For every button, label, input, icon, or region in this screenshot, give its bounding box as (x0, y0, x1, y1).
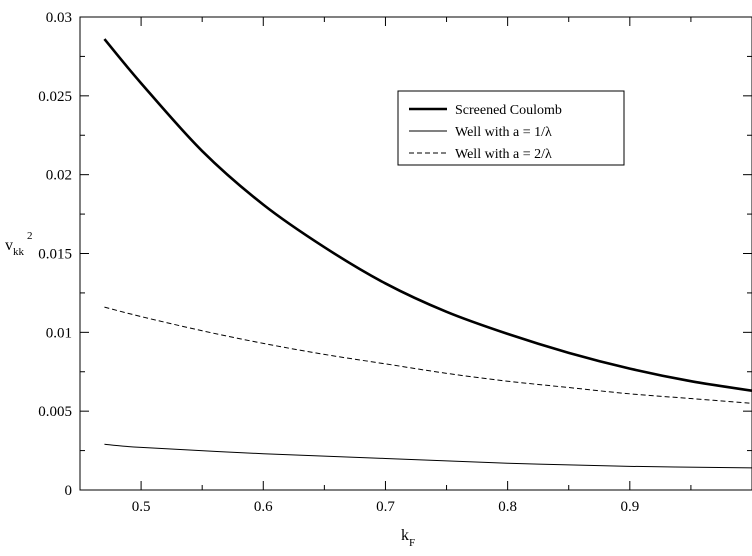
y-tick-label: 0.02 (46, 168, 72, 184)
y-axis-title-subscript: kk (13, 246, 25, 258)
plot-border (79, 16, 752, 491)
x-axis-title-subscript: F (409, 537, 415, 549)
legend-label-well-2: Well with a = 2/λ (455, 147, 552, 162)
x-axis-ticks: 0.5 0.6 0.7 0.8 0.9 (132, 17, 692, 515)
y-tick-label: 0.03 (46, 10, 72, 26)
y-axis-title: vkk2 (5, 230, 33, 258)
x-axis-title-main: k (401, 527, 409, 544)
x-tick-label: 0.5 (132, 499, 151, 515)
series-line-well-2 (104, 306, 752, 404)
series-line-screened-coulomb (103, 38, 752, 392)
plot-area-frame (79, 16, 752, 491)
x-tick-label: 0.8 (498, 499, 517, 515)
x-tick-label: 0.9 (620, 499, 639, 515)
y-tick-label: 0.015 (38, 247, 72, 263)
x-tick-label: 0.7 (376, 499, 395, 515)
y-axis-ticks: 0 0.005 0.01 0.015 0.02 0.025 0.03 (38, 10, 752, 499)
y-tick-label: 0.025 (38, 89, 72, 105)
series-lines (103, 38, 752, 469)
y-tick-label: 0 (65, 483, 73, 499)
y-tick-label: 0.005 (38, 404, 72, 420)
y-axis-title-superscript: 2 (27, 230, 33, 242)
x-tick-label: 0.6 (254, 499, 273, 515)
legend: Screened Coulomb Well with a = 1/λ Well … (397, 90, 625, 166)
legend-label-well-1: Well with a = 1/λ (455, 125, 552, 140)
series-line-well-1 (104, 443, 752, 469)
x-axis-title: kF (401, 527, 415, 549)
y-axis-title-main: v (5, 237, 13, 254)
y-tick-label: 0.01 (46, 325, 72, 341)
legend-label-screened-coulomb: Screened Coulomb (455, 103, 562, 118)
